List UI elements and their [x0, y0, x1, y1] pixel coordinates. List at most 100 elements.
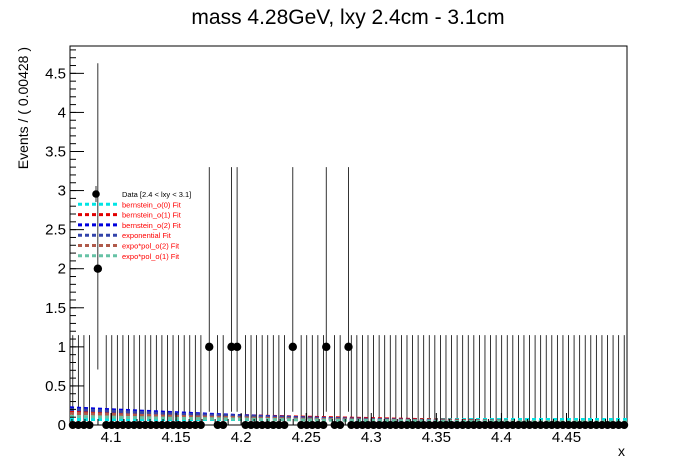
data-point	[113, 421, 122, 429]
x-tick-label: 4.25	[292, 429, 321, 446]
data-point	[386, 421, 395, 429]
error-bars	[70, 63, 627, 426]
y-tick-label: 1	[58, 339, 66, 356]
data-point	[542, 421, 551, 429]
data-point	[475, 421, 484, 429]
legend-label: expo*pol_o(2) Fit	[122, 242, 180, 251]
fit-curve	[69, 414, 628, 424]
data-point	[313, 421, 322, 429]
data-point	[152, 421, 161, 429]
y-tick-label: 4.5	[45, 65, 66, 82]
data-point	[308, 421, 317, 429]
data-point	[258, 421, 267, 429]
data-point	[196, 421, 205, 429]
data-point	[191, 421, 200, 429]
data-point	[347, 421, 356, 429]
data-point	[620, 421, 629, 429]
data-point	[241, 421, 250, 429]
data-point	[274, 421, 283, 429]
data-point	[146, 421, 155, 429]
data-point	[124, 421, 133, 429]
data-point	[169, 421, 178, 429]
data-point	[185, 421, 194, 429]
y-tick-label: 2.5	[45, 222, 66, 239]
data-point	[425, 421, 434, 429]
data-point	[163, 421, 172, 429]
data-point	[174, 421, 183, 429]
data-point	[414, 421, 423, 429]
data-point	[205, 342, 214, 352]
data-points	[68, 264, 629, 429]
x-axis-title: x	[618, 443, 625, 459]
data-point	[480, 421, 489, 429]
data-point	[553, 421, 562, 429]
data-point	[157, 421, 166, 429]
y-tick-label: 2	[58, 261, 66, 278]
data-point	[453, 421, 462, 429]
data-point	[441, 421, 450, 429]
data-point	[336, 421, 345, 429]
y-tick-label: 0.5	[45, 378, 66, 395]
y-tick-label: 1.5	[45, 300, 66, 317]
data-point	[135, 421, 144, 429]
data-point	[219, 421, 228, 429]
data-point	[269, 421, 278, 429]
data-point	[297, 421, 306, 429]
data-point	[130, 421, 139, 429]
fit-curve	[69, 410, 628, 425]
data-point	[280, 421, 289, 429]
data-point	[391, 421, 400, 429]
data-point	[375, 421, 384, 429]
legend-label: expo*pol_o(1) Fit	[122, 252, 180, 261]
data-point	[592, 421, 601, 429]
fit-curve	[69, 411, 628, 425]
data-point	[102, 421, 111, 429]
data-point	[344, 342, 353, 352]
data-point	[492, 421, 501, 429]
y-axis-title: Events / ( 0.00428 )	[15, 47, 31, 169]
data-point	[288, 342, 297, 352]
data-point	[570, 421, 579, 429]
data-point	[402, 421, 411, 429]
data-point	[464, 421, 473, 429]
data-point	[302, 421, 311, 429]
data-point	[609, 421, 618, 429]
data-point	[232, 342, 242, 352]
data-point	[581, 421, 590, 429]
legend-label: Data [2.4 < lxy < 3.1]	[122, 190, 191, 199]
data-point	[85, 421, 94, 429]
data-point	[397, 421, 406, 429]
data-point	[107, 421, 116, 429]
legend-label: bernstein_o(0) Fit	[122, 200, 182, 209]
y-tick-label: 3	[58, 183, 66, 200]
legend-label: bernstein_o(1) Fit	[122, 211, 182, 220]
data-point	[514, 421, 523, 429]
data-point	[519, 421, 528, 429]
data-point	[558, 421, 567, 429]
y-tick-label: 4	[58, 104, 66, 121]
data-point	[436, 421, 445, 429]
data-point	[180, 421, 189, 429]
data-point	[93, 264, 103, 273]
data-point	[263, 421, 272, 429]
data-point	[118, 421, 127, 429]
legend: Data [2.4 < lxy < 3.1]bernstein_o(0) Fit…	[78, 186, 191, 261]
x-tick-label: 4.4	[491, 429, 512, 446]
data-point	[503, 421, 512, 429]
legend-label: bernstein_o(2) Fit	[122, 221, 182, 230]
data-point	[531, 421, 540, 429]
y-tick-label: 3.5	[45, 143, 66, 160]
data-point	[352, 421, 361, 429]
x-tick-label: 4.2	[231, 429, 252, 446]
y-tick-label: 0	[58, 417, 66, 434]
chart-title: mass 4.28GeV, lxy 2.4cm - 3.1cm	[191, 6, 504, 29]
data-point	[363, 421, 372, 429]
x-tick-label: 4.15	[161, 429, 190, 446]
x-tick-label: 4.45	[552, 429, 581, 446]
data-point	[322, 342, 331, 352]
data-point	[358, 421, 367, 429]
x-tick-label: 4.1	[101, 429, 122, 446]
data-point	[319, 421, 328, 429]
data-point	[141, 421, 150, 429]
